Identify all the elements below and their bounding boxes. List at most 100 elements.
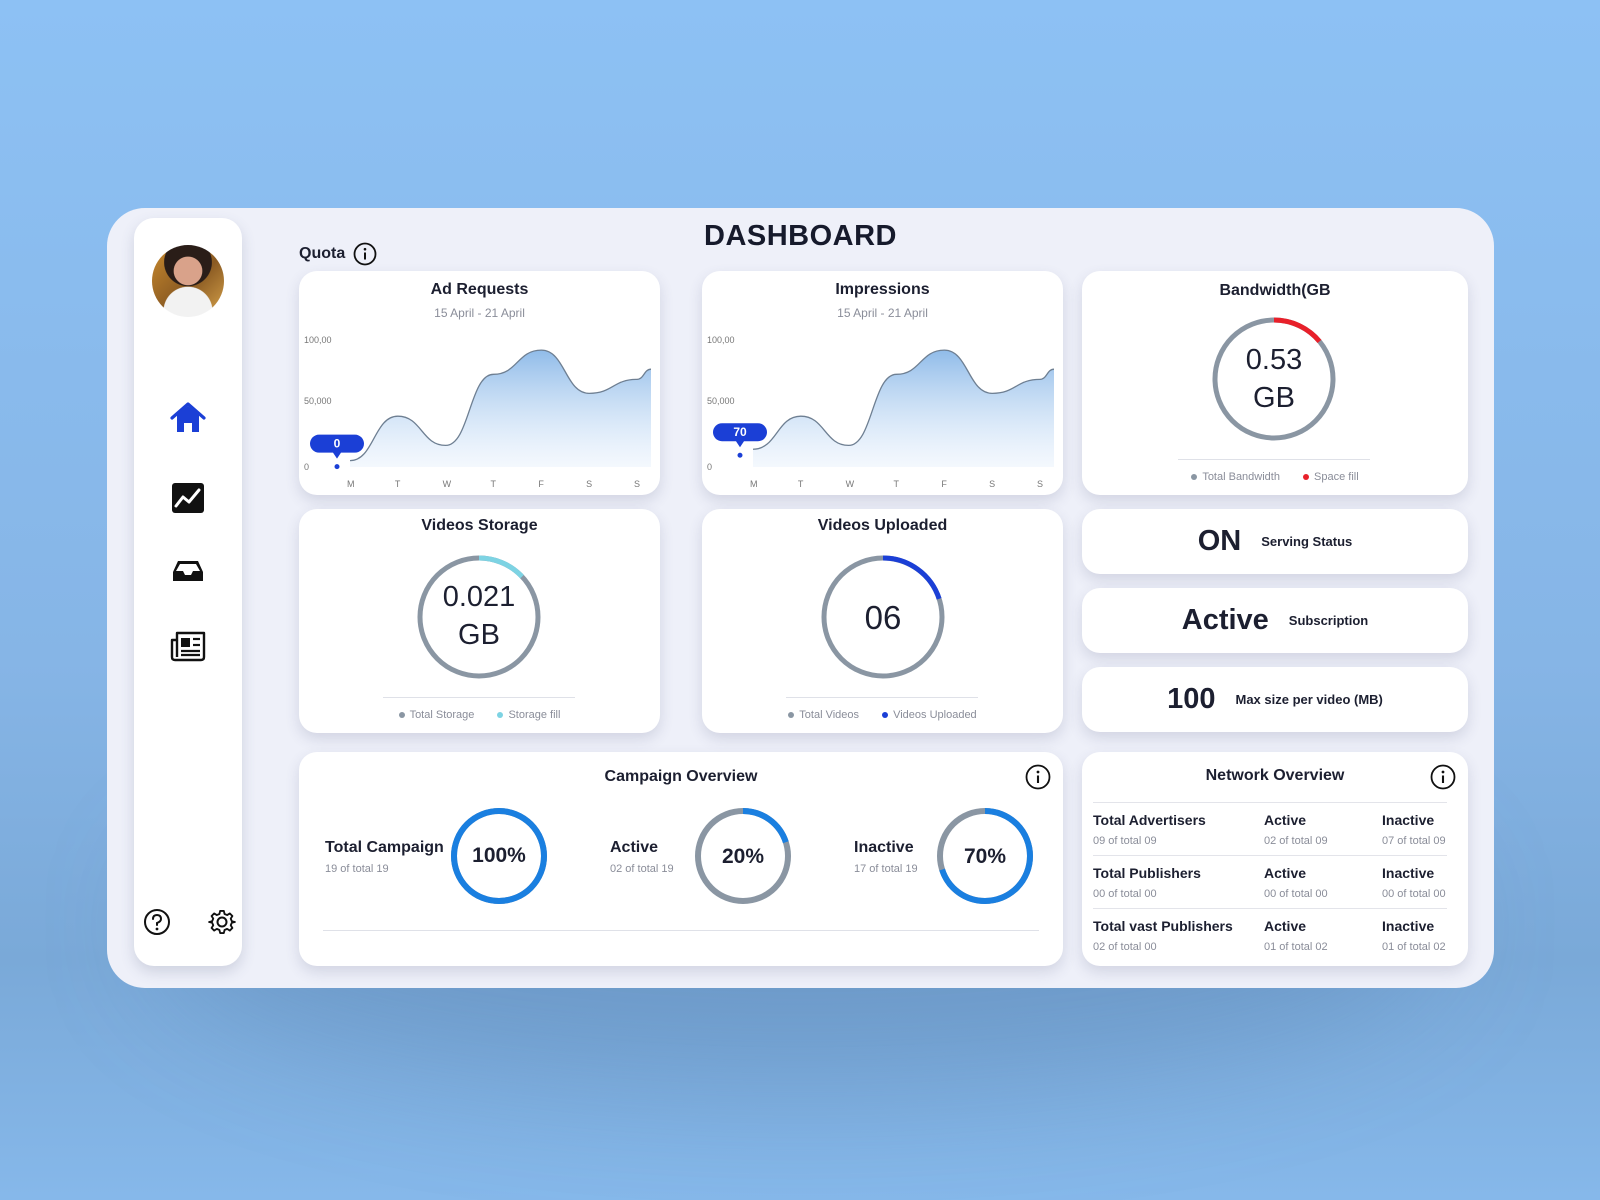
- inactive-sub: 07 of total 09: [1382, 835, 1446, 847]
- campaign-active-label: Active: [610, 839, 659, 856]
- x-tick-label: W: [443, 479, 452, 489]
- legend-fill: Storage fill: [508, 709, 561, 721]
- uploaded-legend: Total Videos Videos Uploaded: [702, 709, 1063, 721]
- inactive-label: Inactive: [1382, 865, 1435, 881]
- legend-total: Total Storage: [409, 709, 475, 721]
- inactive-label: Inactive: [1382, 918, 1435, 934]
- network-overview-card: Network Overview Total Advertisers 09 of …: [1082, 752, 1468, 966]
- area-line: [349, 349, 652, 462]
- max-size-card: 100 Max size per video (MB): [1082, 667, 1468, 732]
- campaign-inactive-label-group: Inactive 17 of total 19: [854, 839, 918, 875]
- campaign-inactive-value: 70%: [963, 845, 1007, 868]
- active-sub: 00 of total 00: [1264, 888, 1328, 900]
- inactive-sub: 00 of total 00: [1382, 888, 1446, 900]
- y-tick-label: 0: [707, 462, 712, 472]
- campaign-inactive-label: Inactive: [854, 839, 914, 856]
- divider: [323, 930, 1039, 931]
- x-tick-label: T: [491, 479, 497, 489]
- network-table: Total Advertisers 09 of total 09 Active 02…: [1093, 802, 1447, 961]
- card-subtitle: 15 April - 21 April: [434, 306, 525, 320]
- info-icon[interactable]: [1025, 764, 1051, 790]
- subscription-card: Active Subscription: [1082, 588, 1468, 653]
- bandwidth-ring: [1212, 317, 1336, 441]
- sidebar: [134, 218, 242, 966]
- serving-status-value: ON: [1197, 525, 1242, 557]
- impressions-chart: 100,00 50,000 0 M T W T F S S 70: [707, 335, 1055, 489]
- active-label: Active: [1264, 918, 1307, 934]
- campaign-inactive-ring: [937, 808, 1033, 904]
- x-tick-label: F: [538, 479, 544, 489]
- x-tick-label: S: [1037, 479, 1043, 489]
- table-row: Total vast Publishers 02 of total 00 Acti…: [1093, 908, 1447, 961]
- card-title: Network Overview: [1205, 767, 1345, 784]
- serving-status-label: Serving Status: [1261, 534, 1353, 549]
- quota-label-group: Quota: [299, 242, 377, 266]
- x-tick-label: S: [989, 479, 995, 489]
- bandwidth-value: 0.53: [1245, 344, 1303, 376]
- storage-value: 0.021: [442, 581, 516, 613]
- x-tick-label: T: [894, 479, 900, 489]
- help-icon[interactable]: [137, 902, 177, 942]
- row-label: Total vast Publishers: [1093, 918, 1233, 934]
- active-sub: 01 of total 02: [1264, 941, 1328, 953]
- x-tick-label: F: [941, 479, 947, 489]
- inactive-sub: 01 of total 02: [1382, 941, 1446, 953]
- subscription-label: Subscription: [1288, 613, 1369, 628]
- area-fill: [350, 350, 651, 467]
- row-sub: 00 of total 00: [1093, 888, 1157, 900]
- marker-bubble: [713, 423, 767, 448]
- uploaded-value: 06: [864, 599, 902, 636]
- row-label: Total Publishers: [1093, 865, 1201, 881]
- x-tick-label: S: [634, 479, 640, 489]
- card-title: Ad Requests: [430, 281, 529, 298]
- x-tick-label: S: [586, 479, 592, 489]
- legend-fill: Videos Uploaded: [893, 709, 977, 721]
- inactive-label: Inactive: [1382, 812, 1435, 828]
- campaign-total-sub: 19 of total 19: [325, 863, 389, 875]
- inbox-icon[interactable]: [168, 551, 208, 591]
- campaign-active-value: 20%: [721, 845, 765, 868]
- divider: [786, 697, 978, 698]
- x-tick-label: W: [846, 479, 855, 489]
- videos-uploaded-card: Videos Uploaded 06 Total Videos Videos U…: [702, 509, 1063, 733]
- storage-unit: GB: [458, 619, 500, 651]
- card-title: Bandwidth(GB: [1219, 282, 1331, 299]
- y-tick-label: 0: [304, 462, 309, 472]
- area-line: [752, 349, 1055, 450]
- row-sub: 02 of total 00: [1093, 941, 1157, 953]
- active-label: Active: [1264, 812, 1307, 828]
- home-icon[interactable]: [168, 398, 208, 438]
- campaign-inactive-sub: 17 of total 19: [854, 863, 918, 875]
- x-tick-label: T: [395, 479, 401, 489]
- legend-fill: Space fill: [1314, 471, 1359, 483]
- campaign-total-value: 100%: [472, 844, 526, 867]
- campaign-overview-card: Campaign Overview Total Campaign 19 of t…: [299, 752, 1063, 966]
- area-fill: [753, 350, 1054, 467]
- newspaper-icon[interactable]: [168, 626, 208, 666]
- chart-icon[interactable]: [168, 478, 208, 518]
- bandwidth-unit: GB: [1253, 382, 1295, 414]
- y-tick-label: 50,000: [304, 396, 332, 406]
- row-label: Total Advertisers: [1093, 812, 1206, 828]
- card-title: Videos Uploaded: [817, 517, 948, 534]
- gear-icon[interactable]: [202, 902, 242, 942]
- table-row: Total Advertisers 09 of total 09 Active 02…: [1093, 802, 1447, 855]
- ad-requests-chart: 100,00 50,000 0 M T W T F S S 0: [304, 335, 652, 489]
- subscription-value: Active: [1181, 604, 1269, 636]
- info-icon[interactable]: [1430, 764, 1456, 790]
- card-title: Videos Storage: [421, 517, 538, 534]
- x-tick-label: M: [750, 479, 758, 489]
- y-tick-label: 100,00: [304, 335, 332, 345]
- max-size-label: Max size per video (MB): [1235, 692, 1383, 707]
- ad-requests-card: Ad Requests 15 April - 21 April 100,00 50…: [299, 271, 660, 495]
- impressions-card: Impressions 15 April - 21 April 100,00 50…: [702, 271, 1063, 495]
- quota-label: Quota: [299, 245, 346, 262]
- y-tick-label: 100,00: [707, 335, 735, 345]
- marker-label: 70: [733, 425, 747, 439]
- uploaded-ring: [821, 555, 945, 679]
- marker-dot: [334, 464, 340, 470]
- avatar[interactable]: [152, 245, 224, 317]
- card-subtitle: 15 April - 21 April: [837, 306, 928, 320]
- info-icon[interactable]: [353, 242, 377, 266]
- x-tick-label: M: [347, 479, 355, 489]
